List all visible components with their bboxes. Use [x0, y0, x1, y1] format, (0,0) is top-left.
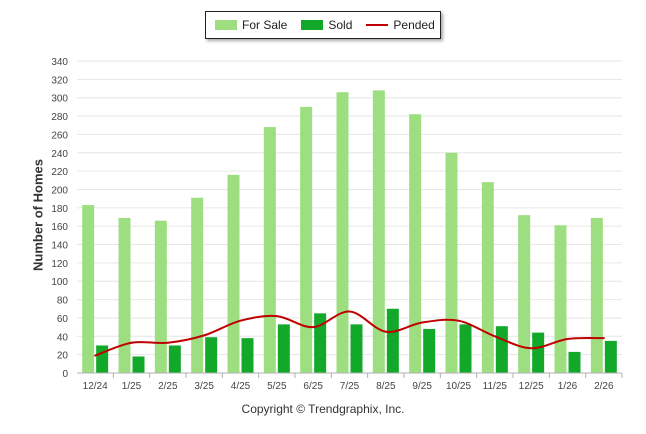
legend-item-sold[interactable]: Sold: [301, 18, 352, 32]
point-pended: [130, 341, 133, 344]
bar-for-sale[interactable]: [445, 152, 458, 373]
x-tick-label: 4/25: [231, 381, 251, 392]
y-tick-label: 260: [51, 130, 68, 141]
y-tick-label: 240: [51, 149, 68, 160]
bar-for-sale[interactable]: [481, 182, 494, 373]
point-pended: [203, 334, 206, 337]
x-tick-label: 12/25: [519, 381, 544, 392]
bar-sold[interactable]: [350, 324, 363, 373]
bar-for-sale[interactable]: [154, 220, 167, 373]
point-pended: [384, 330, 387, 333]
x-tick-labels: 12/24 1/25 2/25 3/25 4/25 5/25 6/25 7/25 8/25 9/2…: [83, 381, 614, 392]
point-pended: [312, 326, 315, 329]
point-pended: [94, 354, 97, 357]
bar-sold[interactable]: [568, 351, 581, 373]
y-tick-label: 220: [51, 167, 68, 178]
bar-for-sale[interactable]: [191, 197, 204, 373]
bar-for-sale[interactable]: [263, 127, 276, 373]
point-pended: [566, 338, 569, 341]
legend-swatch-sold: [301, 20, 324, 30]
y-tick-label: 0: [62, 369, 68, 380]
y-tick-labels: 0 20 40 60 80 100 120 140 160 180 200 220 240 260 280 3…: [51, 57, 68, 380]
y-axis-label: Number of Homes: [30, 159, 46, 271]
bar-sold[interactable]: [459, 324, 472, 373]
x-tick-label: 1/25: [122, 381, 142, 392]
axes: [77, 372, 623, 378]
x-tick-label: 8/25: [376, 381, 396, 392]
point-pended: [275, 315, 278, 318]
bar-sold[interactable]: [532, 332, 545, 373]
x-tick-label: 11/25: [483, 381, 508, 392]
bar-sold[interactable]: [168, 345, 181, 373]
legend-label-pended: Pended: [393, 18, 435, 32]
y-tick-label: 160: [51, 222, 68, 233]
y-tick-label: 180: [51, 204, 68, 215]
bar-for-sale[interactable]: [227, 174, 240, 373]
y-tick-label: 280: [51, 112, 68, 123]
pended-line-group: [94, 310, 605, 357]
x-tick-label: 2/26: [594, 381, 614, 392]
x-tick-label: 1/26: [558, 381, 578, 392]
bar-sold[interactable]: [386, 308, 399, 373]
legend: For Sale Sold Pended: [205, 11, 441, 39]
x-tick-label: 3/25: [194, 381, 214, 392]
bar-sold[interactable]: [96, 345, 109, 373]
legend-label-for-sale: For Sale: [242, 18, 288, 32]
bar-for-sale[interactable]: [300, 106, 313, 373]
point-pended: [166, 341, 169, 344]
point-pended: [457, 319, 460, 322]
point-pended: [602, 337, 605, 340]
bar-sold[interactable]: [132, 356, 145, 373]
x-tick-label: 9/25: [412, 381, 432, 392]
bar-for-sale[interactable]: [554, 225, 567, 373]
y-tick-label: 320: [51, 75, 68, 86]
bar-sold[interactable]: [495, 326, 508, 373]
y-tick-label: 300: [51, 94, 68, 105]
bar-sold[interactable]: [604, 340, 617, 373]
point-pended: [421, 321, 424, 324]
y-tick-label: 40: [57, 332, 69, 343]
x-tick-label: 12/24: [83, 381, 108, 392]
bar-sold[interactable]: [314, 313, 327, 373]
bar-for-sale[interactable]: [590, 217, 603, 373]
bar-for-sale[interactable]: [409, 114, 422, 374]
bar-for-sale[interactable]: [518, 215, 531, 373]
y-tick-label: 80: [57, 296, 69, 307]
y-tick-label: 100: [51, 277, 68, 288]
bar-for-sale[interactable]: [336, 92, 349, 373]
x-tick-label: 6/25: [303, 381, 323, 392]
point-pended: [530, 347, 533, 350]
bar-for-sale[interactable]: [372, 90, 385, 373]
grid-lines: [77, 60, 622, 374]
bar-for-sale[interactable]: [118, 217, 131, 373]
y-tick-label: 20: [57, 351, 69, 362]
legend-swatch-pended: [366, 24, 389, 26]
legend-item-for-sale[interactable]: For Sale: [215, 18, 287, 32]
bar-sold[interactable]: [205, 337, 218, 373]
bar-for-sale[interactable]: [82, 205, 95, 373]
point-pended: [493, 335, 496, 338]
y-tick-label: 200: [51, 185, 68, 196]
x-tick-label: 10/25: [446, 381, 471, 392]
bars: [82, 90, 617, 374]
x-tick-label: 5/25: [267, 381, 287, 392]
legend-item-pended[interactable]: Pended: [366, 18, 435, 32]
x-tick-label: 2/25: [158, 381, 178, 392]
x-tick-label: 7/25: [340, 381, 360, 392]
bar-sold[interactable]: [241, 338, 254, 373]
legend-swatch-for-sale: [215, 20, 237, 30]
point-pended: [348, 310, 351, 313]
y-tick-label: 140: [51, 241, 68, 252]
copyright-footer: Copyright © Trendgraphix, Inc.: [241, 402, 405, 416]
bar-sold[interactable]: [277, 324, 290, 373]
point-pended: [239, 319, 242, 322]
legend-label-sold: Sold: [328, 18, 353, 32]
bar-sold[interactable]: [423, 328, 436, 373]
y-tick-label: 60: [57, 314, 69, 325]
y-tick-label: 120: [51, 259, 68, 270]
y-tick-label: 340: [51, 57, 68, 68]
